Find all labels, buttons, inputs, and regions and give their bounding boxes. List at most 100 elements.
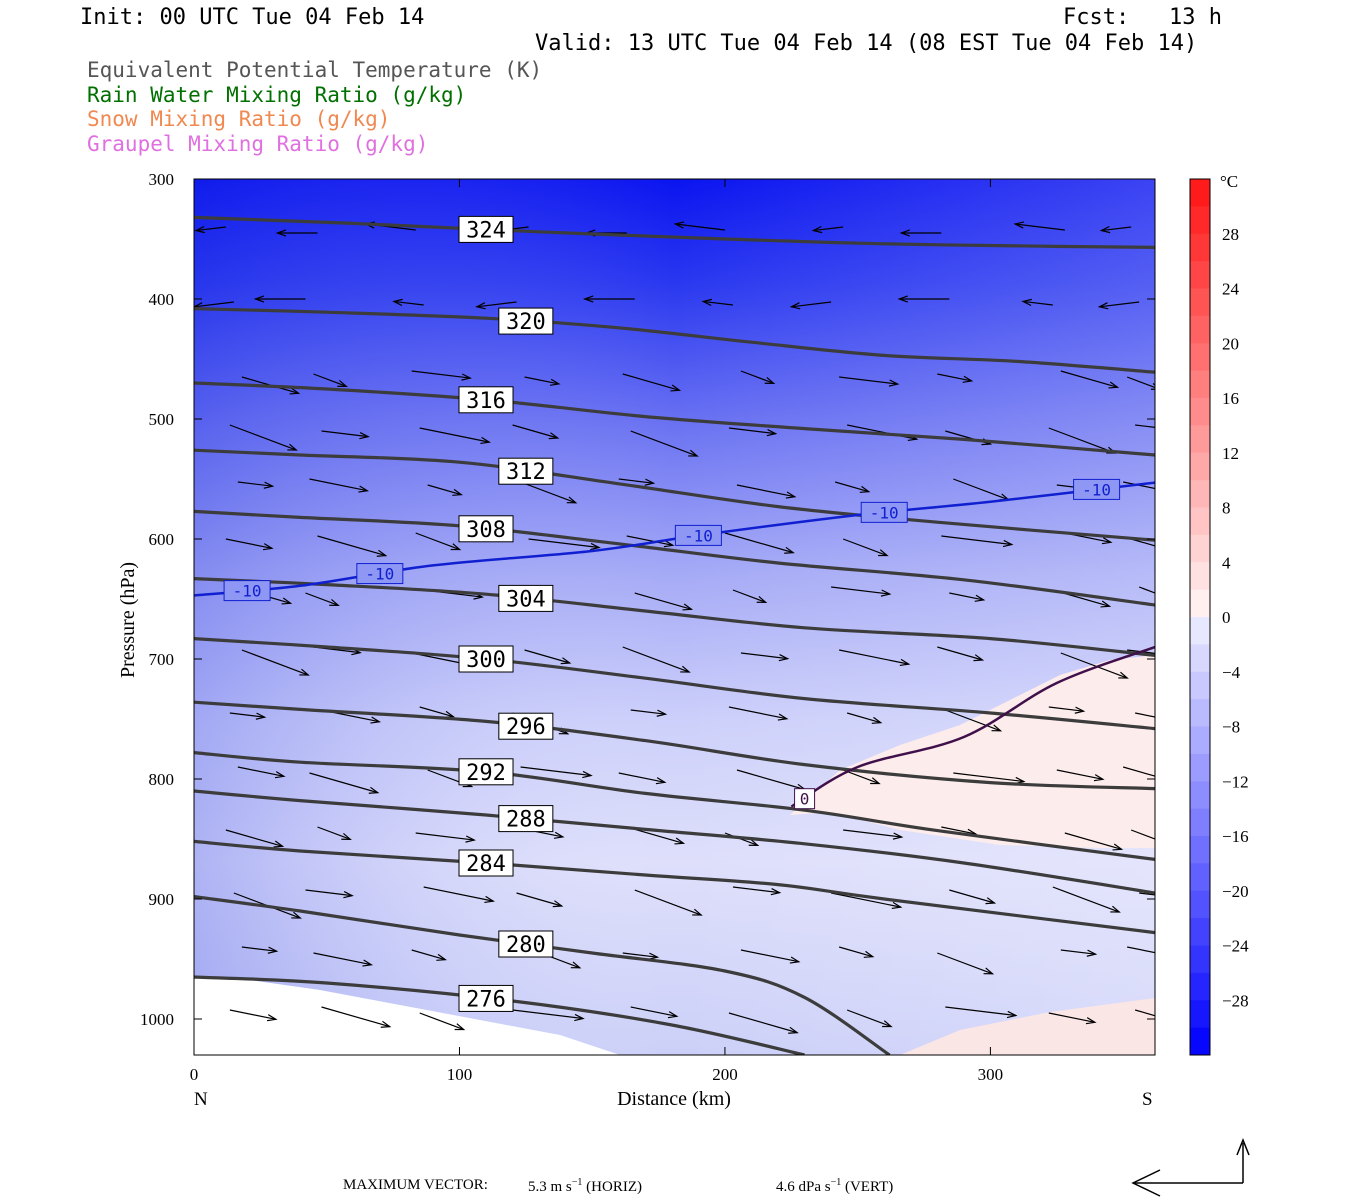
- theta-e-label-box: [458, 849, 514, 877]
- theta-e-label-box: [458, 515, 514, 543]
- x-tick-label: 100: [447, 1065, 473, 1084]
- colorbar-band: [1190, 261, 1210, 289]
- colorbar-label: −28: [1222, 991, 1249, 1010]
- wind-vector-head: [1006, 1010, 1018, 1019]
- wind-vector: [229, 424, 297, 451]
- wind-vector-head: [766, 429, 778, 437]
- theta-e-contour-292: [194, 751, 1155, 861]
- wind-vector: [393, 300, 424, 306]
- colorbar-label: 24: [1222, 280, 1240, 299]
- theta-e-contour-296: [194, 700, 1155, 791]
- wind-vector: [949, 889, 995, 904]
- wind-vector: [839, 376, 898, 385]
- wind-vector: [846, 1009, 892, 1028]
- wind-vector-head: [1173, 427, 1182, 433]
- max-vector-vert-value: 4.6 dPa s: [776, 1179, 831, 1195]
- theta-e-label-box: [458, 215, 514, 243]
- wind-vector-head: [897, 295, 908, 303]
- wind-vector: [411, 370, 471, 379]
- wind-vector-head: [1100, 600, 1112, 608]
- wind-vector: [838, 946, 873, 958]
- temperature-label: 0: [800, 790, 810, 809]
- wind-vector-head: [880, 589, 892, 597]
- wind-vector-head: [359, 432, 370, 440]
- colorbar-label: 8: [1222, 499, 1231, 518]
- temperature-fill-shade: [194, 179, 1155, 1055]
- theta-e-label: 324: [466, 218, 506, 243]
- wind-vector-head: [273, 840, 285, 848]
- wind-vector-head: [784, 546, 795, 554]
- wind-vector-head: [1013, 221, 1025, 229]
- theta-e-label-box: [498, 457, 554, 485]
- wind-vector: [630, 1006, 677, 1017]
- colorbar-band: [1190, 617, 1210, 645]
- wind-vector: [419, 427, 490, 443]
- theta-e-label: 276: [466, 987, 506, 1012]
- colorbar-band: [1190, 972, 1210, 1001]
- wind-vector: [524, 376, 559, 385]
- wind-vector: [740, 652, 788, 660]
- colorbar-band: [1190, 753, 1210, 782]
- temperature-contours: [194, 481, 1155, 808]
- wind-vector: [949, 592, 984, 601]
- wind-vector: [728, 427, 776, 435]
- wind-vector-head: [368, 786, 380, 794]
- init-time: Init: 00 UTC Tue 04 Feb 14: [80, 5, 425, 30]
- wind-vector: [423, 886, 494, 902]
- theta-e-label: 292: [466, 761, 506, 786]
- wind-vector: [1127, 649, 1155, 654]
- wind-vector: [1060, 370, 1118, 388]
- x-tick-label: 200: [712, 1065, 738, 1084]
- wind-vector: [831, 586, 890, 595]
- wind-vector: [1052, 886, 1120, 913]
- wind-vector: [834, 481, 869, 493]
- wind-vector-head: [863, 950, 875, 958]
- wind-vector: [630, 709, 666, 715]
- wind-vector-head: [1165, 652, 1174, 658]
- colorbar-label: −20: [1222, 882, 1249, 901]
- wind-vector-head: [991, 724, 1003, 732]
- wind-vector-head: [370, 716, 382, 724]
- colorbar-band: [1190, 726, 1210, 755]
- wind-vector: [512, 424, 558, 439]
- wind-vector: [1138, 586, 1155, 594]
- wind-vector-head: [983, 967, 995, 975]
- wind-vector: [1135, 712, 1155, 718]
- theta-e-label: 308: [466, 518, 506, 543]
- wind-vector: [321, 1006, 390, 1028]
- legend-theta-e: Equivalent Potential Temperature (K): [87, 58, 543, 82]
- theta-e-contour-300: [194, 637, 1155, 731]
- theta-e-label: 304: [506, 587, 546, 612]
- wind-vector-head: [648, 952, 660, 960]
- wind-vector: [945, 1006, 1016, 1017]
- wind-vector: [313, 952, 372, 966]
- wind-vector: [317, 535, 386, 557]
- colorbar-band: [1190, 370, 1210, 399]
- theta-e-label-box: [498, 712, 554, 740]
- theta-e-contour-312: [194, 448, 1155, 542]
- wind-vector-head: [673, 221, 685, 229]
- wind-vector-head: [692, 908, 703, 916]
- colorbar-label: 16: [1222, 389, 1239, 408]
- wind-vector: [732, 589, 766, 603]
- wind-vector: [626, 535, 673, 546]
- wind-vector-head: [1118, 671, 1129, 679]
- colorbar-label: 28: [1222, 225, 1239, 244]
- wind-vector: [1130, 829, 1155, 840]
- wind-vector: [842, 538, 888, 557]
- colorbar-band: [1190, 398, 1210, 426]
- wind-vector: [634, 592, 692, 610]
- x-endpoint-south: S: [1142, 1089, 1153, 1110]
- wind-vector-head: [656, 709, 668, 717]
- colorbar-band: [1190, 288, 1210, 317]
- wind-vector-head: [1099, 225, 1111, 234]
- wind-vector: [241, 946, 277, 952]
- x-tick-label: 0: [190, 1065, 199, 1084]
- max-vector-horiz-unit: (HORIZ): [586, 1179, 642, 1195]
- temperature-label-box: [356, 563, 404, 585]
- wind-vector: [427, 484, 462, 496]
- theta-e-label-box: [458, 645, 514, 673]
- theta-e-label-box: [498, 930, 554, 958]
- x-axis-title: Distance (km): [617, 1088, 731, 1110]
- warm-region-surface: [900, 998, 1155, 1055]
